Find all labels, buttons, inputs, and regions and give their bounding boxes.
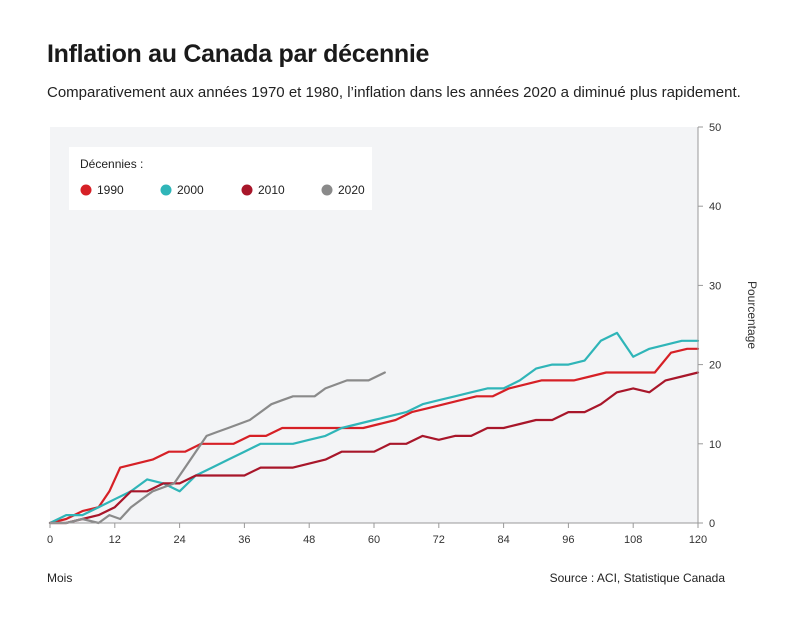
legend-label-2000: 2000 bbox=[177, 183, 204, 197]
x-tick-label: 12 bbox=[109, 534, 121, 546]
legend-swatch-2010 bbox=[241, 184, 253, 196]
series-line-2020 bbox=[48, 371, 386, 525]
chart-title: Inflation au Canada par décennie bbox=[47, 40, 430, 68]
x-tick-label: 60 bbox=[368, 534, 380, 546]
legend: Décennies : 1990 2000 2010 2020 bbox=[69, 147, 372, 210]
legend-label-2020: 2020 bbox=[338, 183, 365, 197]
legend-title: Décennies : bbox=[80, 157, 143, 171]
x-tick-label: 0 bbox=[47, 534, 53, 546]
y-axis-ticks: 0 10 20 30 40 50 bbox=[698, 122, 721, 530]
x-axis-ticks: 0 12 24 36 48 60 72 84 96 108 120 bbox=[47, 523, 707, 546]
legend-background bbox=[69, 147, 372, 210]
source-note: Source : ACI, Statistique Canada bbox=[549, 571, 725, 585]
series-lines bbox=[48, 331, 700, 525]
y-tick-label: 0 bbox=[709, 518, 715, 530]
x-tick-label: 120 bbox=[689, 534, 707, 546]
y-tick-label: 10 bbox=[709, 439, 721, 451]
y-tick-label: 50 bbox=[709, 122, 721, 134]
legend-swatch-1990 bbox=[80, 184, 92, 196]
legend-label-1990: 1990 bbox=[97, 183, 124, 197]
x-tick-label: 24 bbox=[173, 534, 185, 546]
y-tick-label: 30 bbox=[709, 280, 721, 292]
legend-label-2010: 2010 bbox=[258, 183, 285, 197]
x-axis-label: Mois bbox=[47, 571, 73, 585]
legend-swatch-2020 bbox=[321, 184, 333, 196]
y-axis-label: Pourcentage bbox=[745, 281, 759, 349]
x-tick-label: 108 bbox=[624, 534, 642, 546]
x-tick-label: 48 bbox=[303, 534, 315, 546]
legend-swatch-2000 bbox=[160, 184, 172, 196]
y-tick-label: 20 bbox=[709, 360, 721, 372]
series-line-2010 bbox=[48, 371, 700, 525]
series-line-1990 bbox=[48, 347, 700, 525]
x-tick-label: 84 bbox=[497, 534, 509, 546]
legend-items: 1990 2000 2010 2020 bbox=[80, 183, 365, 197]
x-tick-label: 72 bbox=[433, 534, 445, 546]
series-line-2000 bbox=[48, 331, 700, 525]
y-tick-label: 40 bbox=[709, 201, 721, 213]
x-tick-label: 96 bbox=[562, 534, 574, 546]
x-tick-label: 36 bbox=[238, 534, 250, 546]
chart-subtitle: Comparativement aux années 1970 et 1980,… bbox=[47, 84, 741, 101]
